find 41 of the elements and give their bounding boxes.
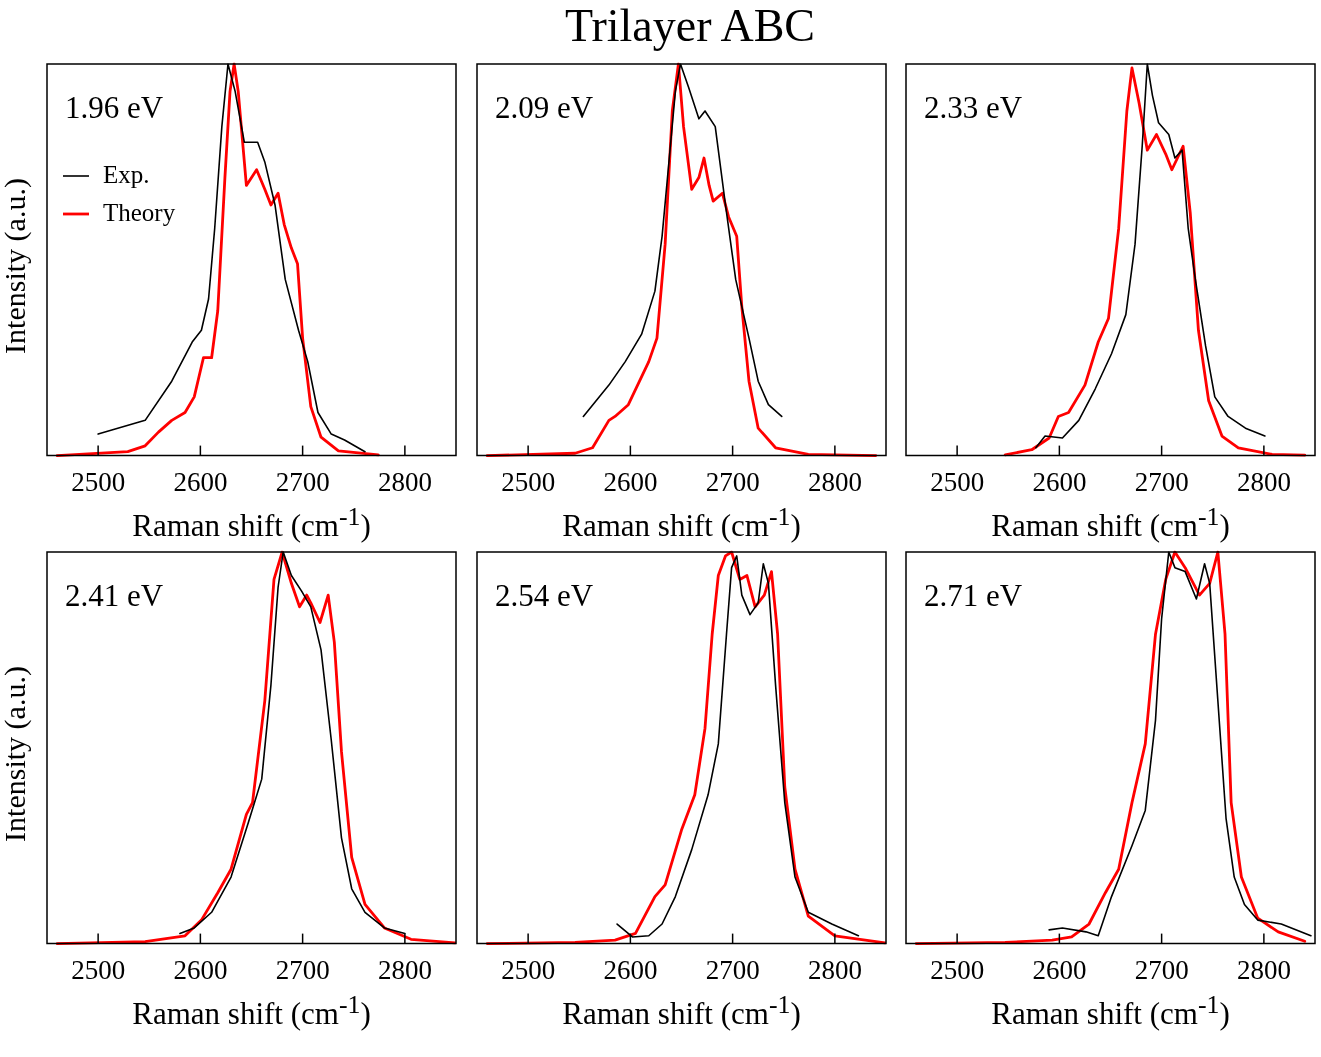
x-axis-title: Raman shift (cm$^{-1}$) — [131, 502, 372, 545]
x-tick-label: 2500 — [930, 954, 985, 985]
x-tick-label: 2600 — [603, 954, 658, 985]
x-tick-label: 2800 — [1236, 466, 1291, 497]
annotation: 2.09 eV — [495, 90, 594, 125]
x-tick-label: 2500 — [71, 466, 126, 497]
x-tick-label: 2500 — [930, 466, 985, 497]
x-tick-label: 2700 — [1134, 466, 1189, 497]
x-tick-label: 2800 — [377, 954, 432, 985]
x-tick-label: 2700 — [705, 954, 760, 985]
x-tick-label: 2700 — [275, 466, 330, 497]
x-tick-label: 2800 — [807, 954, 862, 985]
x-tick-label: 2700 — [1134, 954, 1189, 985]
annotation: 2.54 eV — [495, 578, 594, 613]
x-tick-label: 2700 — [705, 466, 760, 497]
legend-label: Theory — [103, 198, 176, 226]
x-axis-title: Raman shift (cm$^{-1}$) — [990, 502, 1231, 545]
annotation: 2.71 eV — [924, 578, 1023, 613]
y-axis-title: Intensity (a.u.) — [0, 177, 32, 356]
legend-label: Exp. — [103, 160, 150, 188]
annotation: 2.41 eV — [65, 578, 164, 613]
x-tick-label: 2500 — [501, 466, 556, 497]
annotation: 1.96 eV — [65, 90, 164, 125]
x-axis-title: Raman shift (cm$^{-1}$) — [131, 990, 372, 1033]
x-tick-label: 2800 — [807, 466, 862, 497]
x-axis-title: Raman shift (cm$^{-1}$) — [561, 990, 802, 1033]
x-tick-label: 2600 — [1032, 954, 1087, 985]
x-tick-label: 2600 — [603, 466, 658, 497]
x-tick-label: 2800 — [1236, 954, 1291, 985]
x-tick-label: 2700 — [275, 954, 330, 985]
x-tick-label: 2600 — [173, 954, 228, 985]
x-tick-label: 2800 — [377, 466, 432, 497]
x-tick-label: 2600 — [1032, 466, 1087, 497]
x-tick-label: 2600 — [173, 466, 228, 497]
x-axis-title: Raman shift (cm$^{-1}$) — [561, 502, 802, 545]
text: Trilayer ABC — [563, 0, 817, 51]
x-axis-title: Raman shift (cm$^{-1}$) — [990, 990, 1231, 1033]
y-axis-title: Intensity (a.u.) — [0, 665, 32, 844]
x-tick-label: 2500 — [71, 954, 126, 985]
annotation: 2.33 eV — [924, 90, 1023, 125]
x-tick-label: 2500 — [501, 954, 556, 985]
